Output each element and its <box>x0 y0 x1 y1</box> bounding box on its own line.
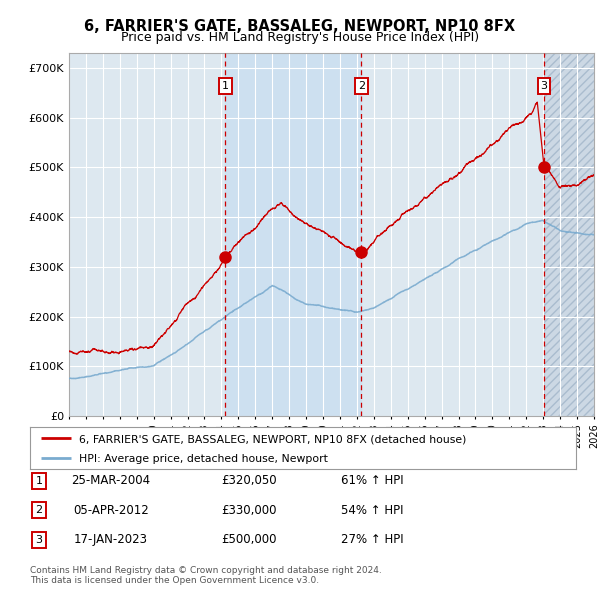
Text: 25-MAR-2004: 25-MAR-2004 <box>71 474 151 487</box>
Text: 1: 1 <box>35 476 43 486</box>
Text: 2: 2 <box>35 506 43 515</box>
Bar <box>226 53 361 416</box>
Text: £500,000: £500,000 <box>221 533 277 546</box>
Text: 3: 3 <box>35 535 43 545</box>
Text: 54% ↑ HPI: 54% ↑ HPI <box>341 504 403 517</box>
Text: Contains HM Land Registry data © Crown copyright and database right 2024.
This d: Contains HM Land Registry data © Crown c… <box>30 566 382 585</box>
Text: 05-APR-2012: 05-APR-2012 <box>73 504 149 517</box>
Text: 2: 2 <box>358 81 365 91</box>
Text: 61% ↑ HPI: 61% ↑ HPI <box>341 474 403 487</box>
Text: 6, FARRIER'S GATE, BASSALEG, NEWPORT, NP10 8FX: 6, FARRIER'S GATE, BASSALEG, NEWPORT, NP… <box>85 19 515 34</box>
Text: 1: 1 <box>222 81 229 91</box>
Text: 6, FARRIER'S GATE, BASSALEG, NEWPORT, NP10 8FX (detached house): 6, FARRIER'S GATE, BASSALEG, NEWPORT, NP… <box>79 434 467 444</box>
Text: 17-JAN-2023: 17-JAN-2023 <box>74 533 148 546</box>
Text: 3: 3 <box>541 81 547 91</box>
Bar <box>544 53 594 416</box>
Text: £330,000: £330,000 <box>221 504 277 517</box>
Text: £320,050: £320,050 <box>221 474 277 487</box>
Text: 27% ↑ HPI: 27% ↑ HPI <box>341 533 403 546</box>
Text: Price paid vs. HM Land Registry's House Price Index (HPI): Price paid vs. HM Land Registry's House … <box>121 31 479 44</box>
Text: HPI: Average price, detached house, Newport: HPI: Average price, detached house, Newp… <box>79 454 328 464</box>
